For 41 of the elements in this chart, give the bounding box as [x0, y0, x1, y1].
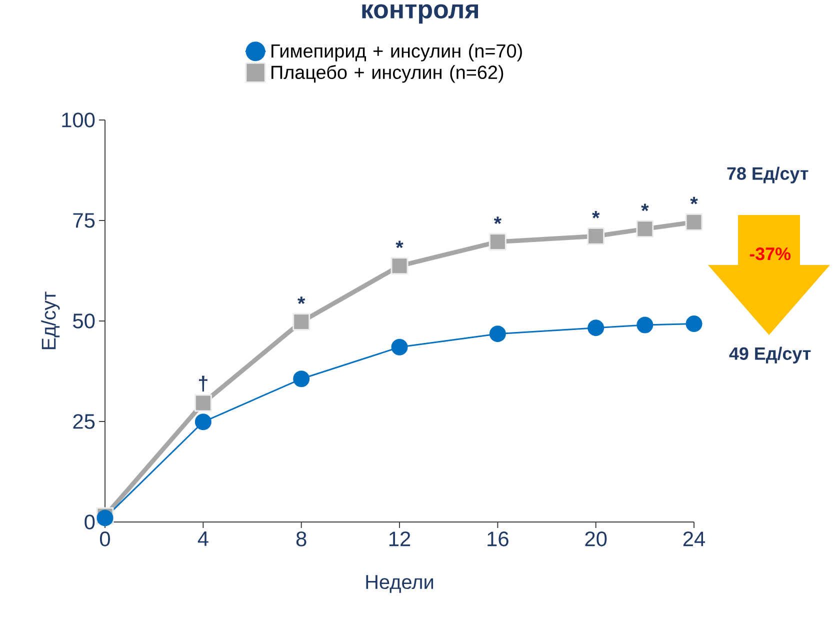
y-tick-label: 100: [62, 112, 95, 128]
x-tick-label: 16: [488, 532, 508, 546]
point: [587, 227, 605, 245]
point: [686, 316, 702, 332]
text: 49 Ед/сут: [729, 346, 811, 364]
annotation: *: [494, 216, 502, 224]
x-tick-label: 0: [100, 532, 110, 546]
point: [636, 316, 654, 334]
y-tick-label: 0: [84, 514, 95, 530]
x-axis-title: Недели: [366, 575, 434, 593]
point: [391, 338, 408, 356]
point: [488, 233, 506, 251]
annotation: *: [690, 196, 698, 204]
point: [292, 313, 310, 331]
point: [194, 394, 212, 412]
x-tick-label: 8: [296, 532, 306, 546]
x-tick-label: 24: [683, 532, 706, 546]
x-tick-label: 20: [585, 532, 607, 546]
point: [588, 320, 604, 336]
y-axis-title: Ед/сут: [41, 292, 60, 350]
point: [390, 257, 408, 275]
point: [636, 220, 654, 238]
annotation: *: [641, 204, 649, 212]
y-tick-label: 50: [73, 314, 95, 328]
x-tick-label: 12: [389, 532, 410, 546]
legend-label: Гимепирид + инсулин (n=70): [272, 44, 522, 62]
annotation: *: [592, 210, 600, 218]
y-tick-label: 25: [73, 414, 95, 429]
y-tick-label: 75: [73, 213, 95, 228]
x-tick-label: 4: [198, 532, 208, 546]
point: [685, 213, 703, 231]
point: [489, 326, 506, 342]
chart-title: контроля: [362, 4, 478, 24]
legend-label: Плацебо + инсулин (n=62): [272, 64, 504, 83]
annotation: *: [396, 240, 404, 248]
text: -37%: [750, 247, 791, 260]
point: [293, 370, 310, 388]
text: 78 Ед/сут: [727, 166, 808, 184]
point: [194, 414, 212, 430]
annotation: *: [298, 296, 306, 304]
annotation: †: [198, 376, 208, 392]
